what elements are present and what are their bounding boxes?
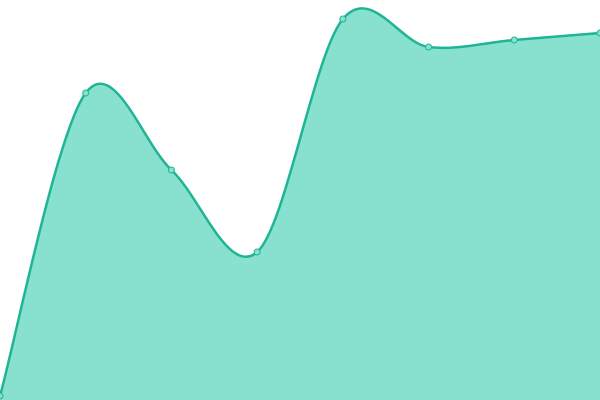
area-line: [0, 7, 600, 397]
point: [425, 43, 433, 51]
point: [510, 36, 518, 44]
point: [0, 392, 4, 400]
point: [339, 15, 347, 23]
point: [253, 248, 261, 256]
point: [82, 89, 90, 97]
point: [167, 166, 175, 174]
point: [596, 29, 600, 37]
area-fill: [0, 8, 600, 400]
